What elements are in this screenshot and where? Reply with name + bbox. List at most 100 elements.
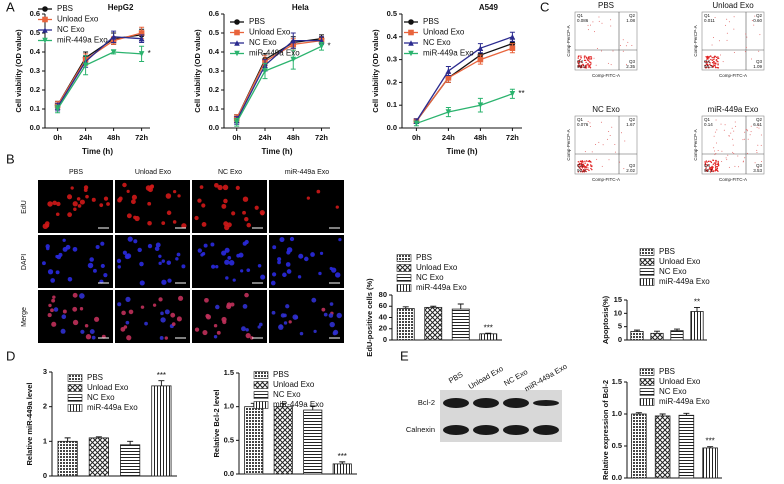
- cell: [242, 196, 249, 202]
- cell: [285, 304, 290, 309]
- event: [584, 151, 586, 153]
- event: [588, 169, 590, 172]
- event: [580, 160, 582, 163]
- cell: [311, 297, 317, 303]
- event: [737, 155, 739, 157]
- cell: [223, 221, 229, 227]
- cell: [47, 269, 54, 275]
- flow-title: NC Exo: [592, 105, 620, 114]
- event: [577, 62, 579, 64]
- event: [596, 158, 598, 160]
- cell: [310, 252, 315, 257]
- event: [585, 61, 587, 64]
- event: [589, 58, 591, 60]
- cell: [85, 334, 92, 340]
- cell: [72, 201, 78, 207]
- cell: [158, 261, 162, 265]
- band: [503, 398, 529, 408]
- cell: [257, 264, 262, 268]
- marker: [234, 29, 240, 36]
- event: [715, 153, 717, 155]
- event: [725, 157, 727, 159]
- cell: [286, 247, 293, 253]
- y-axis-label: Cell viability (OD value): [14, 29, 23, 113]
- cell: [52, 295, 56, 299]
- event: [712, 163, 715, 165]
- cell: [125, 253, 132, 259]
- event: [709, 62, 711, 64]
- cell: [215, 265, 219, 269]
- legend-swatch: [253, 371, 269, 379]
- cell: [139, 280, 145, 286]
- cell: [245, 328, 249, 332]
- legend-swatch: [639, 278, 655, 286]
- event: [705, 167, 707, 170]
- event: [584, 166, 587, 168]
- legend-swatch: [396, 284, 412, 292]
- event: [726, 39, 728, 41]
- y-tick-label: 20: [379, 324, 387, 333]
- event: [751, 19, 753, 21]
- y-tick-label: 0.4: [30, 47, 41, 56]
- quadrant-value: 2.02: [626, 168, 635, 173]
- cell: [306, 196, 310, 200]
- cell: [48, 303, 52, 308]
- event: [724, 24, 726, 26]
- cell: [241, 326, 246, 332]
- significance: ***: [157, 371, 166, 380]
- cell: [79, 199, 85, 205]
- quadrant-value: 1.67: [626, 122, 635, 127]
- cell: [260, 211, 265, 216]
- cell: [246, 268, 251, 273]
- cell: [246, 222, 252, 228]
- event: [600, 50, 602, 52]
- event: [712, 65, 715, 68]
- event: [588, 159, 591, 162]
- quadrant-value: 3.53: [753, 168, 762, 173]
- event: [709, 63, 711, 66]
- event: [625, 63, 627, 65]
- cell: [250, 336, 254, 340]
- event: [716, 167, 719, 170]
- event: [750, 131, 752, 133]
- lane-label: PBS: [447, 370, 465, 385]
- y-axis-label: Cell viability (OD value): [371, 29, 380, 113]
- event: [706, 57, 709, 59]
- legend-label: NC Exo: [423, 38, 451, 47]
- cell: [328, 313, 334, 318]
- band: [443, 425, 469, 435]
- flow-y-label: Comp-PerCP-A: [693, 25, 698, 56]
- event: [717, 57, 719, 60]
- quadrant-name: Q4: [704, 59, 711, 64]
- event: [745, 33, 747, 35]
- cell: [231, 211, 236, 216]
- significance: ***: [338, 452, 347, 461]
- cell: [128, 309, 134, 315]
- event: [712, 57, 714, 59]
- cell: [53, 307, 59, 312]
- legend-label: Unload Exo: [416, 263, 458, 272]
- y-axis-label: Apoptosis(%): [601, 295, 610, 344]
- event: [714, 154, 716, 156]
- event: [716, 169, 718, 171]
- event: [758, 50, 760, 52]
- cell: [222, 319, 227, 325]
- y-tick-label: 0.0: [30, 123, 40, 132]
- cell: [46, 246, 50, 251]
- micrograph: [269, 180, 344, 233]
- event: [602, 144, 604, 146]
- flow-title: PBS: [598, 1, 614, 10]
- event: [708, 66, 710, 68]
- x-tick-label: 0h: [232, 133, 241, 142]
- series-line: [415, 36, 513, 122]
- quadrant-value: 0.60: [753, 18, 762, 23]
- cell: [61, 314, 67, 320]
- event: [746, 152, 748, 154]
- marker: [138, 51, 145, 57]
- event: [717, 170, 719, 172]
- y-tick-label: 3: [43, 367, 47, 376]
- quadrant-name: Q1: [577, 117, 584, 122]
- quadrant-value: 1.08: [626, 18, 635, 23]
- event: [713, 162, 716, 164]
- cell: [94, 316, 100, 322]
